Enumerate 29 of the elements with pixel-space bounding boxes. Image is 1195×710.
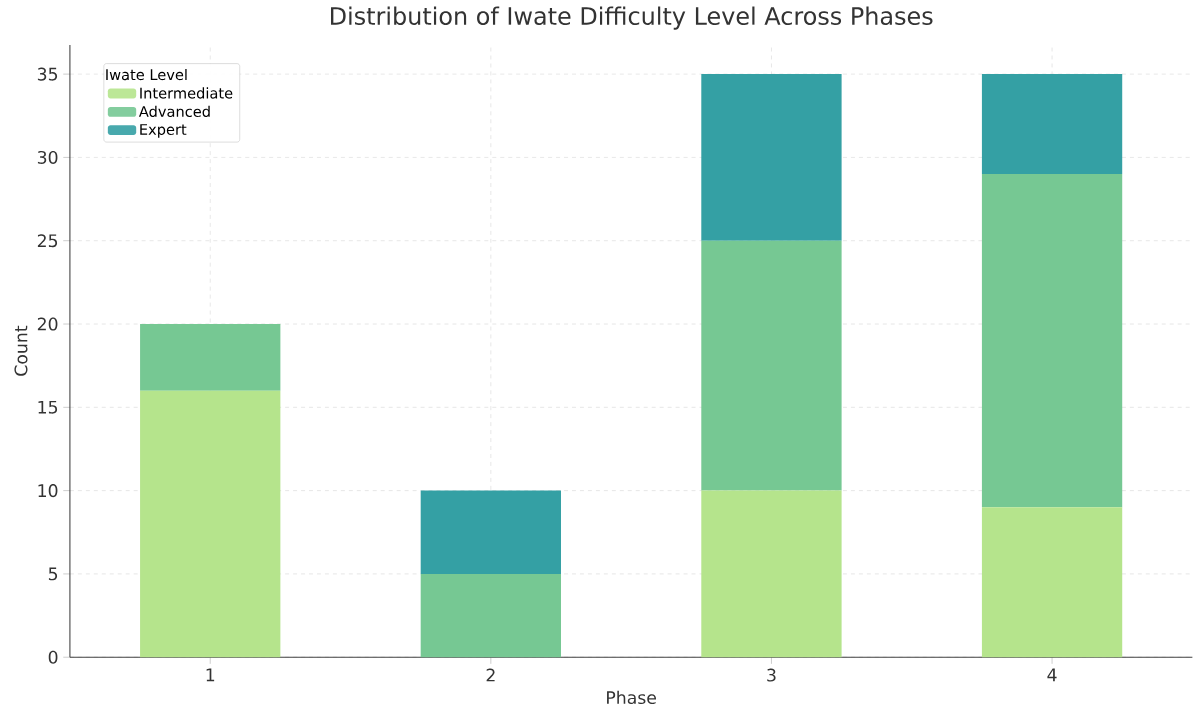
bar <box>420 490 561 574</box>
bar <box>140 323 281 391</box>
bar <box>701 240 842 491</box>
bar <box>981 174 1123 508</box>
legend-label: Expert <box>140 124 187 138</box>
y-tick-label: 20 <box>37 317 58 331</box>
x-tick-label: 2 <box>486 668 495 682</box>
bar <box>420 573 561 658</box>
bar <box>140 390 281 658</box>
legend-title: Iwate Level <box>106 68 187 81</box>
bar <box>981 74 1123 175</box>
bar <box>701 490 842 658</box>
x-tick-label: 3 <box>767 668 776 682</box>
x-axis-title: Phase <box>607 690 657 705</box>
y-tick-label: 35 <box>37 67 58 81</box>
bar <box>981 507 1123 658</box>
x-tick-label: 4 <box>1047 668 1057 682</box>
y-tick-label: 15 <box>38 400 58 414</box>
y-tick-label: 10 <box>38 484 58 498</box>
y-tick-label: 5 <box>48 567 58 581</box>
y-tick-label: 30 <box>37 150 58 164</box>
chart-title: Distribution of Iwate Difficulty Level Across Phases <box>331 6 933 30</box>
y-axis-title: Count <box>14 325 28 376</box>
y-tick-label: 0 <box>48 650 58 664</box>
x-tick-label: 1 <box>206 668 215 682</box>
y-tick-label: 25 <box>37 234 58 248</box>
legend-label: Advanced <box>138 105 210 117</box>
legend-label: Intermediate <box>140 87 233 99</box>
bar <box>701 74 842 241</box>
